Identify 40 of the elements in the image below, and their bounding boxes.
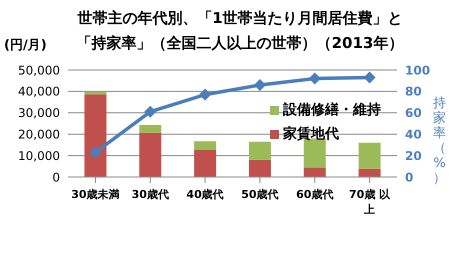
bar	[248, 142, 271, 160]
x-tick-label: 70歳 以上	[348, 187, 392, 217]
y2-tick-label: 60	[405, 106, 422, 120]
bar	[248, 160, 271, 177]
y2-tick-label: 40	[405, 127, 422, 142]
y2-tick-label: 80	[405, 84, 422, 99]
bar	[84, 94, 106, 177]
y2-axis-title: 持家率（%）	[432, 96, 447, 186]
y-tick-label: 10,000	[18, 148, 60, 163]
bar	[194, 141, 216, 150]
y-tick-label: 40,000	[18, 84, 60, 99]
point	[254, 78, 266, 91]
x-tick-label: 30歳未満	[70, 187, 121, 202]
y-tick-label: 50,000	[18, 63, 60, 78]
y-tick-label: 30,000	[18, 106, 60, 120]
y-tick-label: 0	[52, 170, 60, 184]
y2-tick-label: 20	[405, 148, 422, 163]
y2-tick-label: 100	[405, 63, 430, 78]
x-tick-label: 30歳代	[130, 187, 170, 202]
legend-label: 家賃地代	[283, 125, 339, 143]
bar	[358, 168, 381, 177]
legend-label: 設備修繕・維持	[283, 101, 381, 119]
point	[364, 71, 376, 84]
x-tick-label: 40歳代	[185, 187, 225, 202]
chart-title: 世帯主の年代別、「1世帯当たり月間居住費」と「持家率」（全国二人以上の世帯）（2013年）	[76, 8, 404, 54]
point	[89, 146, 102, 158]
y-axis-title: (円/月)	[4, 37, 47, 54]
bar	[194, 150, 216, 177]
y2-tick-label: 0	[405, 170, 414, 184]
x-tick-label: 60歳代	[295, 187, 334, 202]
bar	[139, 125, 162, 133]
point	[144, 106, 156, 118]
bar	[84, 92, 106, 94]
y-tick-label: 20,000	[18, 127, 60, 142]
bar	[139, 132, 162, 177]
bar	[304, 168, 326, 177]
bar	[358, 142, 381, 169]
x-tick-label: 50歳代	[240, 187, 280, 202]
point	[308, 72, 321, 85]
point	[199, 88, 212, 101]
